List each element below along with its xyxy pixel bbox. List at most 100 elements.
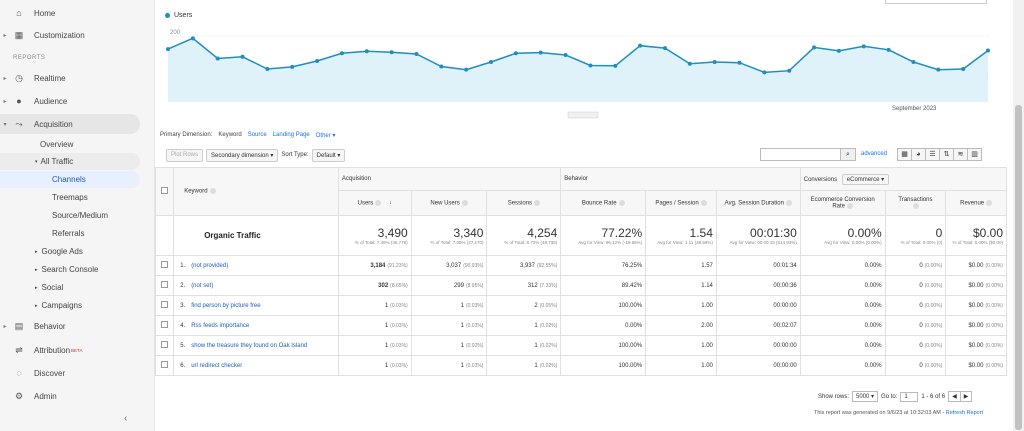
nav-acquisition[interactable]: ▾ ⤳ Acquisition bbox=[0, 114, 140, 134]
data-point[interactable] bbox=[936, 67, 941, 72]
data-point[interactable] bbox=[190, 36, 195, 41]
pie-view-icon[interactable]: ◕ bbox=[911, 148, 926, 161]
keyword-link[interactable]: show the treasure they found on Oak Isla… bbox=[191, 342, 308, 349]
data-point[interactable] bbox=[836, 48, 841, 53]
search-icon[interactable]: ⌕ bbox=[840, 148, 856, 161]
row-checkbox[interactable] bbox=[161, 261, 169, 268]
nav-behavior[interactable]: ▸ ▤ Behavior bbox=[0, 316, 155, 336]
data-point[interactable] bbox=[489, 60, 494, 64]
data-point[interactable] bbox=[439, 64, 444, 69]
data-point[interactable] bbox=[414, 52, 419, 56]
data-point[interactable] bbox=[563, 53, 568, 58]
data-point[interactable] bbox=[662, 46, 667, 51]
advanced-link[interactable]: advanced bbox=[861, 151, 888, 157]
keyword-link[interactable]: find person by picture free bbox=[191, 302, 261, 309]
scrollbar-thumb[interactable] bbox=[1015, 105, 1022, 430]
row-checkbox[interactable] bbox=[161, 341, 169, 348]
comparison-view-icon[interactable]: ⇅ bbox=[939, 148, 954, 161]
row-checkbox[interactable] bbox=[161, 281, 169, 288]
nav-attribution[interactable]: ⇌ Attribution BETA bbox=[0, 340, 155, 360]
data-point[interactable] bbox=[638, 43, 643, 48]
data-point[interactable] bbox=[588, 63, 593, 68]
header-pages-session[interactable]: Pages / Session bbox=[645, 190, 717, 216]
keyword-link[interactable]: (not set) bbox=[191, 282, 214, 289]
header-keyword[interactable]: Keyword bbox=[173, 167, 339, 216]
data-point[interactable] bbox=[240, 54, 245, 59]
data-point[interactable] bbox=[787, 68, 792, 73]
header-conversion-rate[interactable]: Ecommerce Conversion Rate bbox=[799, 190, 886, 216]
data-point[interactable] bbox=[215, 56, 220, 61]
header-new-users[interactable]: New Users bbox=[410, 190, 488, 216]
help-icon[interactable] bbox=[986, 199, 993, 206]
performance-view-icon[interactable]: ☰ bbox=[925, 148, 940, 161]
chevron-left-icon[interactable]: ‹ bbox=[124, 413, 128, 424]
help-icon[interactable] bbox=[209, 188, 216, 195]
data-point[interactable] bbox=[364, 49, 369, 54]
next-page-icon[interactable]: ▶ bbox=[959, 391, 973, 402]
help-icon[interactable] bbox=[534, 199, 541, 206]
data-point[interactable] bbox=[290, 64, 295, 69]
data-point[interactable] bbox=[911, 60, 916, 64]
nav-source-medium[interactable]: Source/Medium bbox=[0, 207, 155, 224]
goto-input[interactable]: 1 bbox=[900, 391, 919, 402]
data-point[interactable] bbox=[687, 61, 692, 66]
nav-treemaps[interactable]: Treemaps bbox=[0, 189, 155, 206]
data-point[interactable] bbox=[389, 50, 394, 55]
data-point[interactable] bbox=[538, 50, 543, 55]
term-cloud-view-icon[interactable]: ≋ bbox=[953, 148, 968, 161]
nav-realtime[interactable]: ▸ ◷ Realtime bbox=[0, 68, 155, 88]
nav-referrals[interactable]: Referrals bbox=[0, 225, 155, 242]
row-checkbox[interactable] bbox=[161, 361, 169, 368]
header-bounce-rate[interactable]: Bounce Rate bbox=[560, 190, 647, 216]
row-checkbox[interactable] bbox=[161, 321, 169, 328]
keyword-link[interactable]: (not provided) bbox=[191, 262, 229, 269]
data-point[interactable] bbox=[812, 45, 817, 50]
nav-search-console[interactable]: ▸ Search Console bbox=[0, 261, 155, 278]
help-icon[interactable] bbox=[785, 199, 792, 206]
header-avg-session-duration[interactable]: Avg. Session Duration bbox=[715, 190, 801, 216]
plot-rows-button[interactable]: Plot Rows bbox=[166, 148, 204, 162]
date-range-box[interactable] bbox=[885, 0, 987, 4]
help-icon[interactable] bbox=[700, 199, 707, 206]
data-point[interactable] bbox=[464, 67, 469, 72]
help-icon[interactable] bbox=[847, 202, 854, 209]
header-users[interactable]: Users ↓ bbox=[337, 190, 412, 216]
data-point[interactable] bbox=[315, 58, 320, 63]
header-transactions[interactable]: Transactions bbox=[884, 190, 947, 216]
dim-keyword[interactable]: Keyword bbox=[218, 132, 242, 138]
nav-admin[interactable]: ⚙ Admin bbox=[0, 386, 155, 406]
nav-channels[interactable]: Channels bbox=[0, 171, 140, 188]
header-sessions[interactable]: Sessions bbox=[486, 190, 562, 216]
table-view-icon[interactable]: ▦ bbox=[897, 148, 912, 161]
pivot-view-icon[interactable]: ▥ bbox=[967, 148, 982, 161]
help-icon[interactable] bbox=[375, 199, 382, 206]
nav-home[interactable]: ⌂ Home bbox=[0, 3, 155, 23]
data-point[interactable] bbox=[886, 47, 891, 52]
dim-other[interactable]: Other ▾ bbox=[315, 133, 336, 139]
row-checkbox[interactable] bbox=[161, 301, 169, 308]
chart-resize-handle[interactable] bbox=[567, 111, 599, 119]
nav-customization[interactable]: ▸ ▦ Customization bbox=[0, 25, 155, 45]
data-point[interactable] bbox=[513, 51, 518, 56]
header-revenue[interactable]: Revenue bbox=[945, 190, 1007, 216]
show-rows-select[interactable]: 5000 ▾ bbox=[852, 391, 879, 402]
dim-landing-page[interactable]: Landing Page bbox=[272, 132, 310, 138]
sort-desc-icon[interactable]: ↓ bbox=[388, 200, 392, 207]
nav-overview[interactable]: Overview bbox=[0, 136, 155, 153]
keyword-link[interactable]: Rss feeds importance bbox=[191, 322, 250, 329]
select-all-checkbox[interactable] bbox=[161, 187, 169, 194]
data-point[interactable] bbox=[166, 47, 170, 52]
help-icon[interactable] bbox=[618, 199, 625, 206]
data-point[interactable] bbox=[265, 66, 270, 71]
data-point[interactable] bbox=[762, 70, 767, 75]
keyword-link[interactable]: url redirect checker bbox=[191, 362, 243, 369]
data-point[interactable] bbox=[961, 66, 966, 71]
data-point[interactable] bbox=[339, 51, 344, 56]
refresh-report-link[interactable]: Refresh Report bbox=[945, 410, 984, 416]
page-scrollbar[interactable] bbox=[1013, 0, 1024, 431]
data-point[interactable] bbox=[861, 44, 866, 49]
secondary-dimension-select[interactable]: Secondary dimension ▾ bbox=[206, 148, 279, 162]
data-point[interactable] bbox=[986, 48, 990, 53]
conversions-select[interactable]: eCommerce ▾ bbox=[841, 173, 890, 185]
nav-social[interactable]: ▸ Social bbox=[0, 279, 155, 296]
